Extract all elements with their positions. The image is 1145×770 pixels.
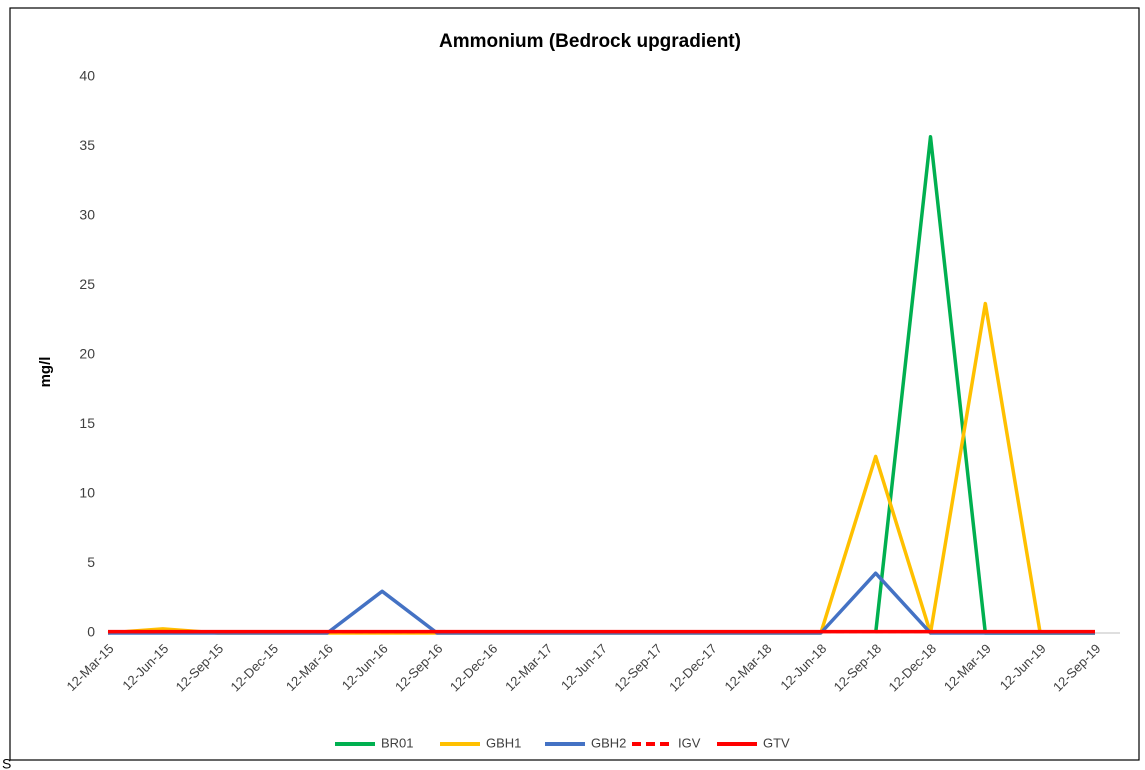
chart-frame <box>9 7 1140 761</box>
y-tick-label: 10 <box>79 485 95 501</box>
chart-title: Ammonium (Bedrock upgradient) <box>439 31 741 52</box>
y-tick-label: 25 <box>79 276 95 292</box>
y-tick-label: 35 <box>79 137 95 153</box>
y-tick-label: 30 <box>79 207 95 223</box>
legend-label: BR01 <box>381 735 414 750</box>
y-tick-label: 40 <box>79 68 95 84</box>
legend-label: GBH2 <box>591 735 626 750</box>
legend-label: GTV <box>763 735 790 750</box>
legend-label: GBH1 <box>486 735 521 750</box>
legend-label: IGV <box>678 735 701 750</box>
y-tick-label: 5 <box>87 554 95 570</box>
footer-text: S <box>2 756 11 770</box>
y-tick-label: 20 <box>79 346 95 362</box>
y-tick-label: 0 <box>87 624 95 640</box>
y-tick-label: 15 <box>79 415 95 431</box>
y-axis-label: mg/l <box>37 357 54 388</box>
